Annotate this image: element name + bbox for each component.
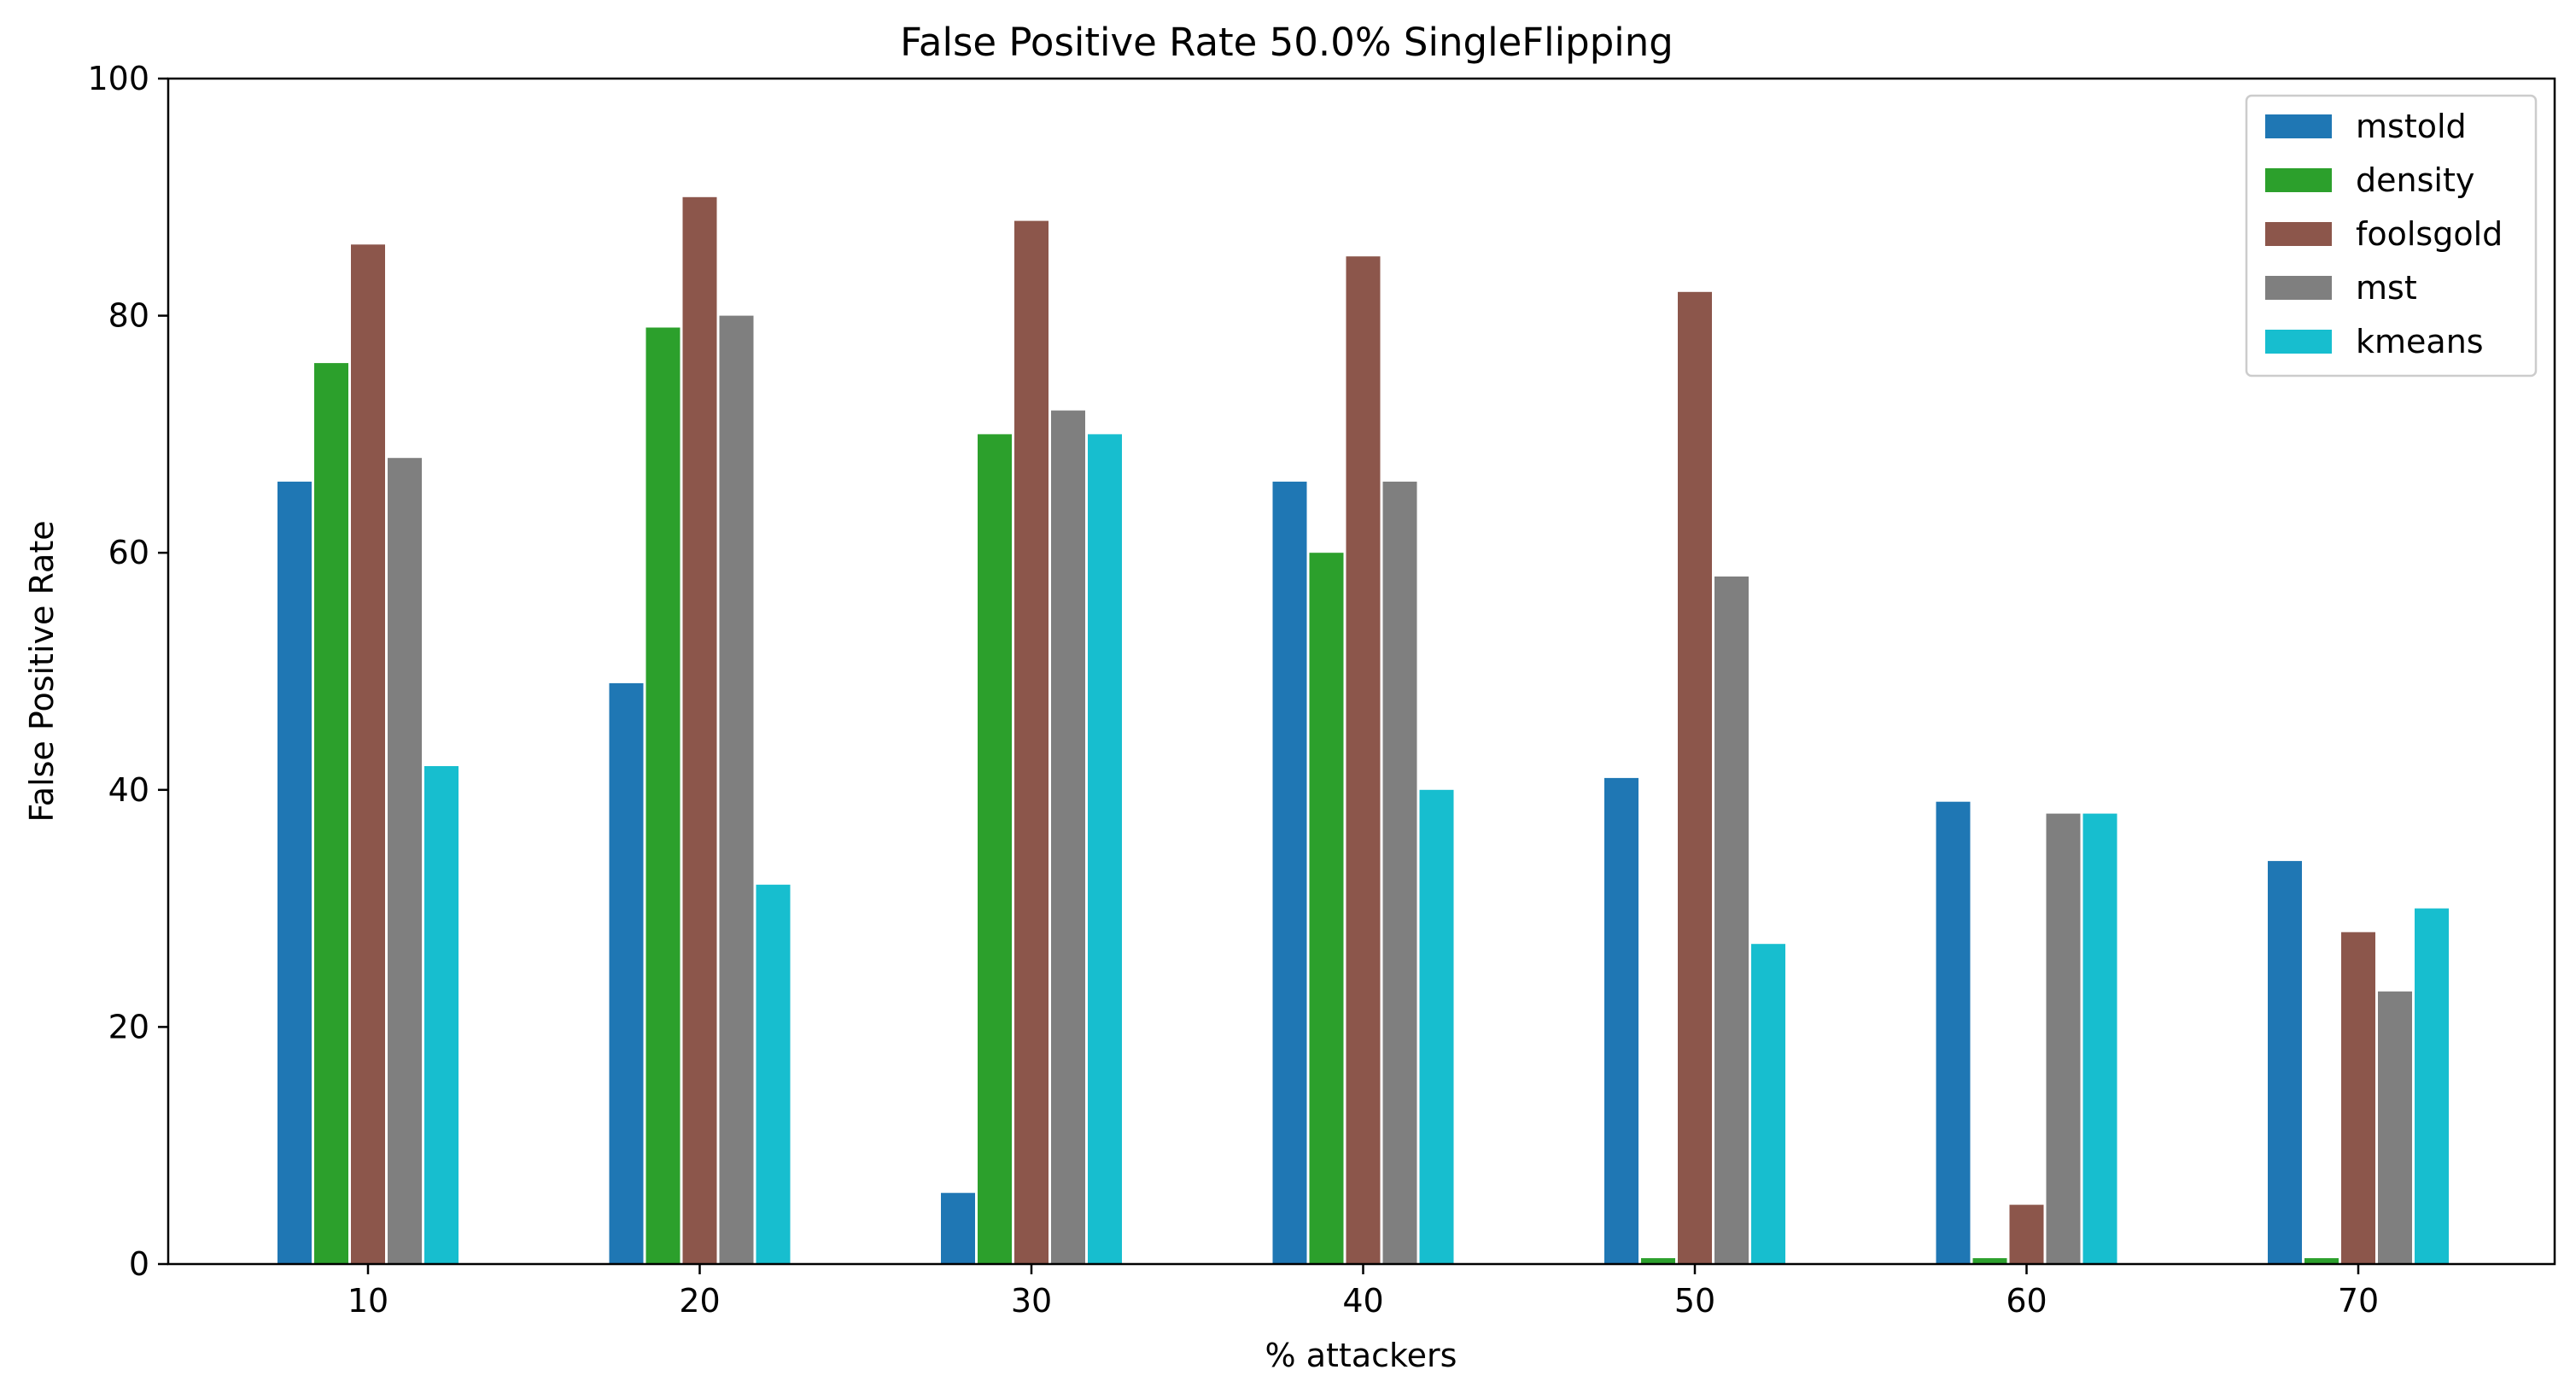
legend-swatch-density [2265, 168, 2332, 192]
bar-foolsgold-20 [682, 196, 717, 1264]
x-tick-label: 30 [1011, 1282, 1052, 1320]
bar-mstold-40 [1272, 481, 1307, 1264]
bar-kmeans-10 [424, 766, 459, 1264]
bar-density-60 [1972, 1258, 2007, 1264]
bar-density-50 [1641, 1258, 1675, 1264]
legend-frame [2245, 94, 2538, 378]
bar-mst-50 [1714, 577, 1749, 1264]
bar-foolsgold-30 [1014, 220, 1049, 1265]
bar-mst-30 [1051, 410, 1085, 1265]
y-axis-label: False Positive Rate [23, 520, 61, 822]
bar-density-40 [1309, 553, 1344, 1264]
legend-swatch-foolsgold [2265, 222, 2332, 246]
bar-foolsgold-70 [2341, 932, 2375, 1264]
legend-swatch-mstold [2265, 114, 2332, 138]
bars-group [277, 196, 2449, 1265]
bar-mst-40 [1382, 481, 1417, 1264]
legend-label-mstold: mstold [2356, 108, 2467, 145]
y-tick-label: 40 [108, 771, 149, 809]
legend-label-foolsgold: foolsgold [2356, 215, 2503, 253]
bar-mstold-30 [941, 1192, 975, 1264]
bar-mstold-20 [609, 682, 644, 1264]
bar-mst-70 [2378, 991, 2412, 1264]
bar-foolsgold-40 [1346, 256, 1381, 1265]
legend-label-kmeans: kmeans [2356, 323, 2484, 360]
bar-density-10 [314, 363, 348, 1265]
bar-kmeans-20 [756, 884, 791, 1264]
y-tick-label: 60 [108, 534, 149, 571]
bar-kmeans-40 [1419, 789, 1454, 1264]
bar-mstold-50 [1604, 777, 1638, 1264]
x-tick-label: 60 [2006, 1282, 2047, 1320]
bar-density-30 [978, 434, 1012, 1264]
x-axis-label: % attackers [1265, 1337, 1457, 1374]
bar-foolsgold-10 [351, 244, 385, 1264]
bar-foolsgold-60 [2009, 1204, 2044, 1264]
bar-mstold-10 [277, 481, 312, 1264]
x-tick-label: 40 [1342, 1282, 1383, 1320]
bar-kmeans-60 [2082, 813, 2117, 1264]
y-tick-label: 0 [129, 1245, 149, 1283]
chart-title: False Positive Rate 50.0% SingleFlipping [900, 20, 1674, 65]
y-axis: 0 20 40 60 80 100 [87, 60, 168, 1283]
bar-mst-60 [2046, 813, 2081, 1264]
x-tick-label: 50 [1674, 1282, 1715, 1320]
bar-density-70 [2304, 1258, 2339, 1264]
bar-kmeans-50 [1751, 944, 1785, 1264]
bar-foolsgold-50 [1678, 291, 1712, 1264]
plot-frame [166, 77, 2556, 1266]
legend-swatch-mst [2265, 276, 2332, 300]
x-tick-label: 70 [2338, 1282, 2379, 1320]
bar-density-20 [645, 327, 681, 1264]
legend-label-mst: mst [2356, 269, 2417, 307]
x-axis: 10 20 30 40 50 60 70 [348, 1264, 2379, 1320]
bar-kmeans-70 [2415, 908, 2449, 1264]
bar-mstold-60 [1936, 801, 1971, 1264]
bar-mst-10 [388, 458, 422, 1264]
y-tick-label: 80 [108, 297, 149, 335]
legend-swatch-kmeans [2265, 330, 2332, 354]
legend-label-density: density [2356, 161, 2474, 199]
legend: mstold density foolsgold mst kmeans [2245, 94, 2538, 378]
bar-mstold-70 [2268, 861, 2302, 1264]
y-tick-label: 100 [87, 60, 149, 97]
bar-mst-20 [719, 315, 754, 1265]
bar-kmeans-30 [1088, 434, 1122, 1264]
x-tick-label: 20 [679, 1282, 720, 1320]
y-tick-label: 20 [108, 1008, 149, 1045]
x-tick-label: 10 [348, 1282, 388, 1320]
